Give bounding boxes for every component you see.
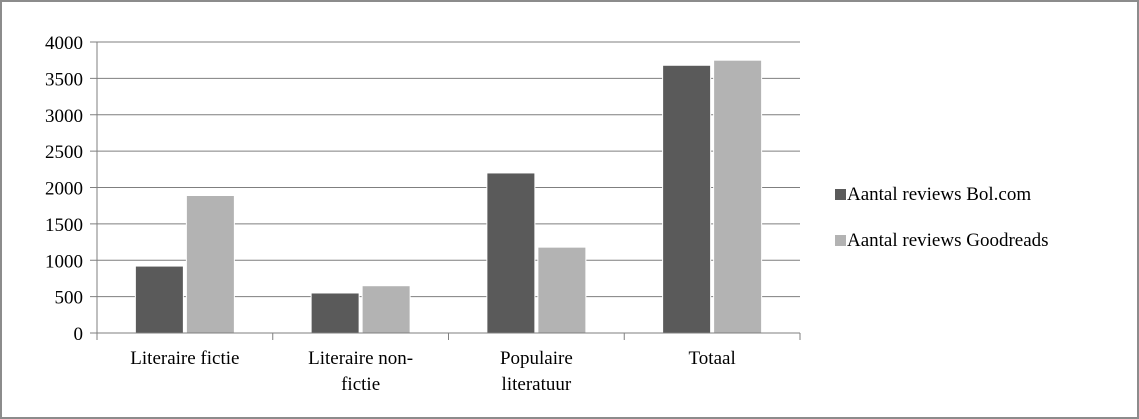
bars (134, 59, 763, 334)
x-category-label: Literaire fictie (130, 348, 239, 369)
legend: Aantal reviews Bol.com Aantal reviews Goo… (835, 184, 1049, 251)
x-category-label: Totaal (689, 348, 736, 369)
y-tick-label: 2500 (45, 142, 83, 163)
bar (185, 195, 235, 334)
y-tick-label: 2000 (45, 179, 83, 200)
y-tick-label: 3000 (45, 106, 83, 127)
y-tick-label: 500 (55, 288, 84, 309)
bar (310, 292, 360, 334)
legend-label: Aantal reviews Goodreads (847, 230, 1049, 251)
axes (96, 42, 801, 340)
y-tick-label: 1000 (45, 251, 83, 272)
legend-swatch (835, 235, 846, 246)
y-tick-label: 1500 (45, 215, 83, 236)
bar (662, 64, 712, 334)
x-category-label: literatuur (502, 374, 572, 395)
bar (486, 172, 536, 334)
legend-label: Aantal reviews Bol.com (847, 184, 1031, 205)
x-category-labels: Literaire fictie Literaire non-fictie Popu… (130, 348, 735, 395)
y-tick-labels: 0 500 1000 1500 2000 2500 3000 3500 4000 (45, 33, 83, 345)
bar (134, 265, 184, 334)
x-category-label: Literaire non- (308, 348, 413, 369)
x-category-label: fictie (341, 374, 380, 395)
y-tick-label: 0 (74, 324, 84, 345)
x-category-label: Populaire (500, 348, 573, 369)
bar (361, 285, 411, 334)
bar (713, 59, 763, 334)
bar (537, 246, 587, 334)
y-tick-label: 4000 (45, 33, 83, 54)
y-tick-label: 3500 (45, 69, 83, 90)
legend-swatch (835, 189, 846, 200)
